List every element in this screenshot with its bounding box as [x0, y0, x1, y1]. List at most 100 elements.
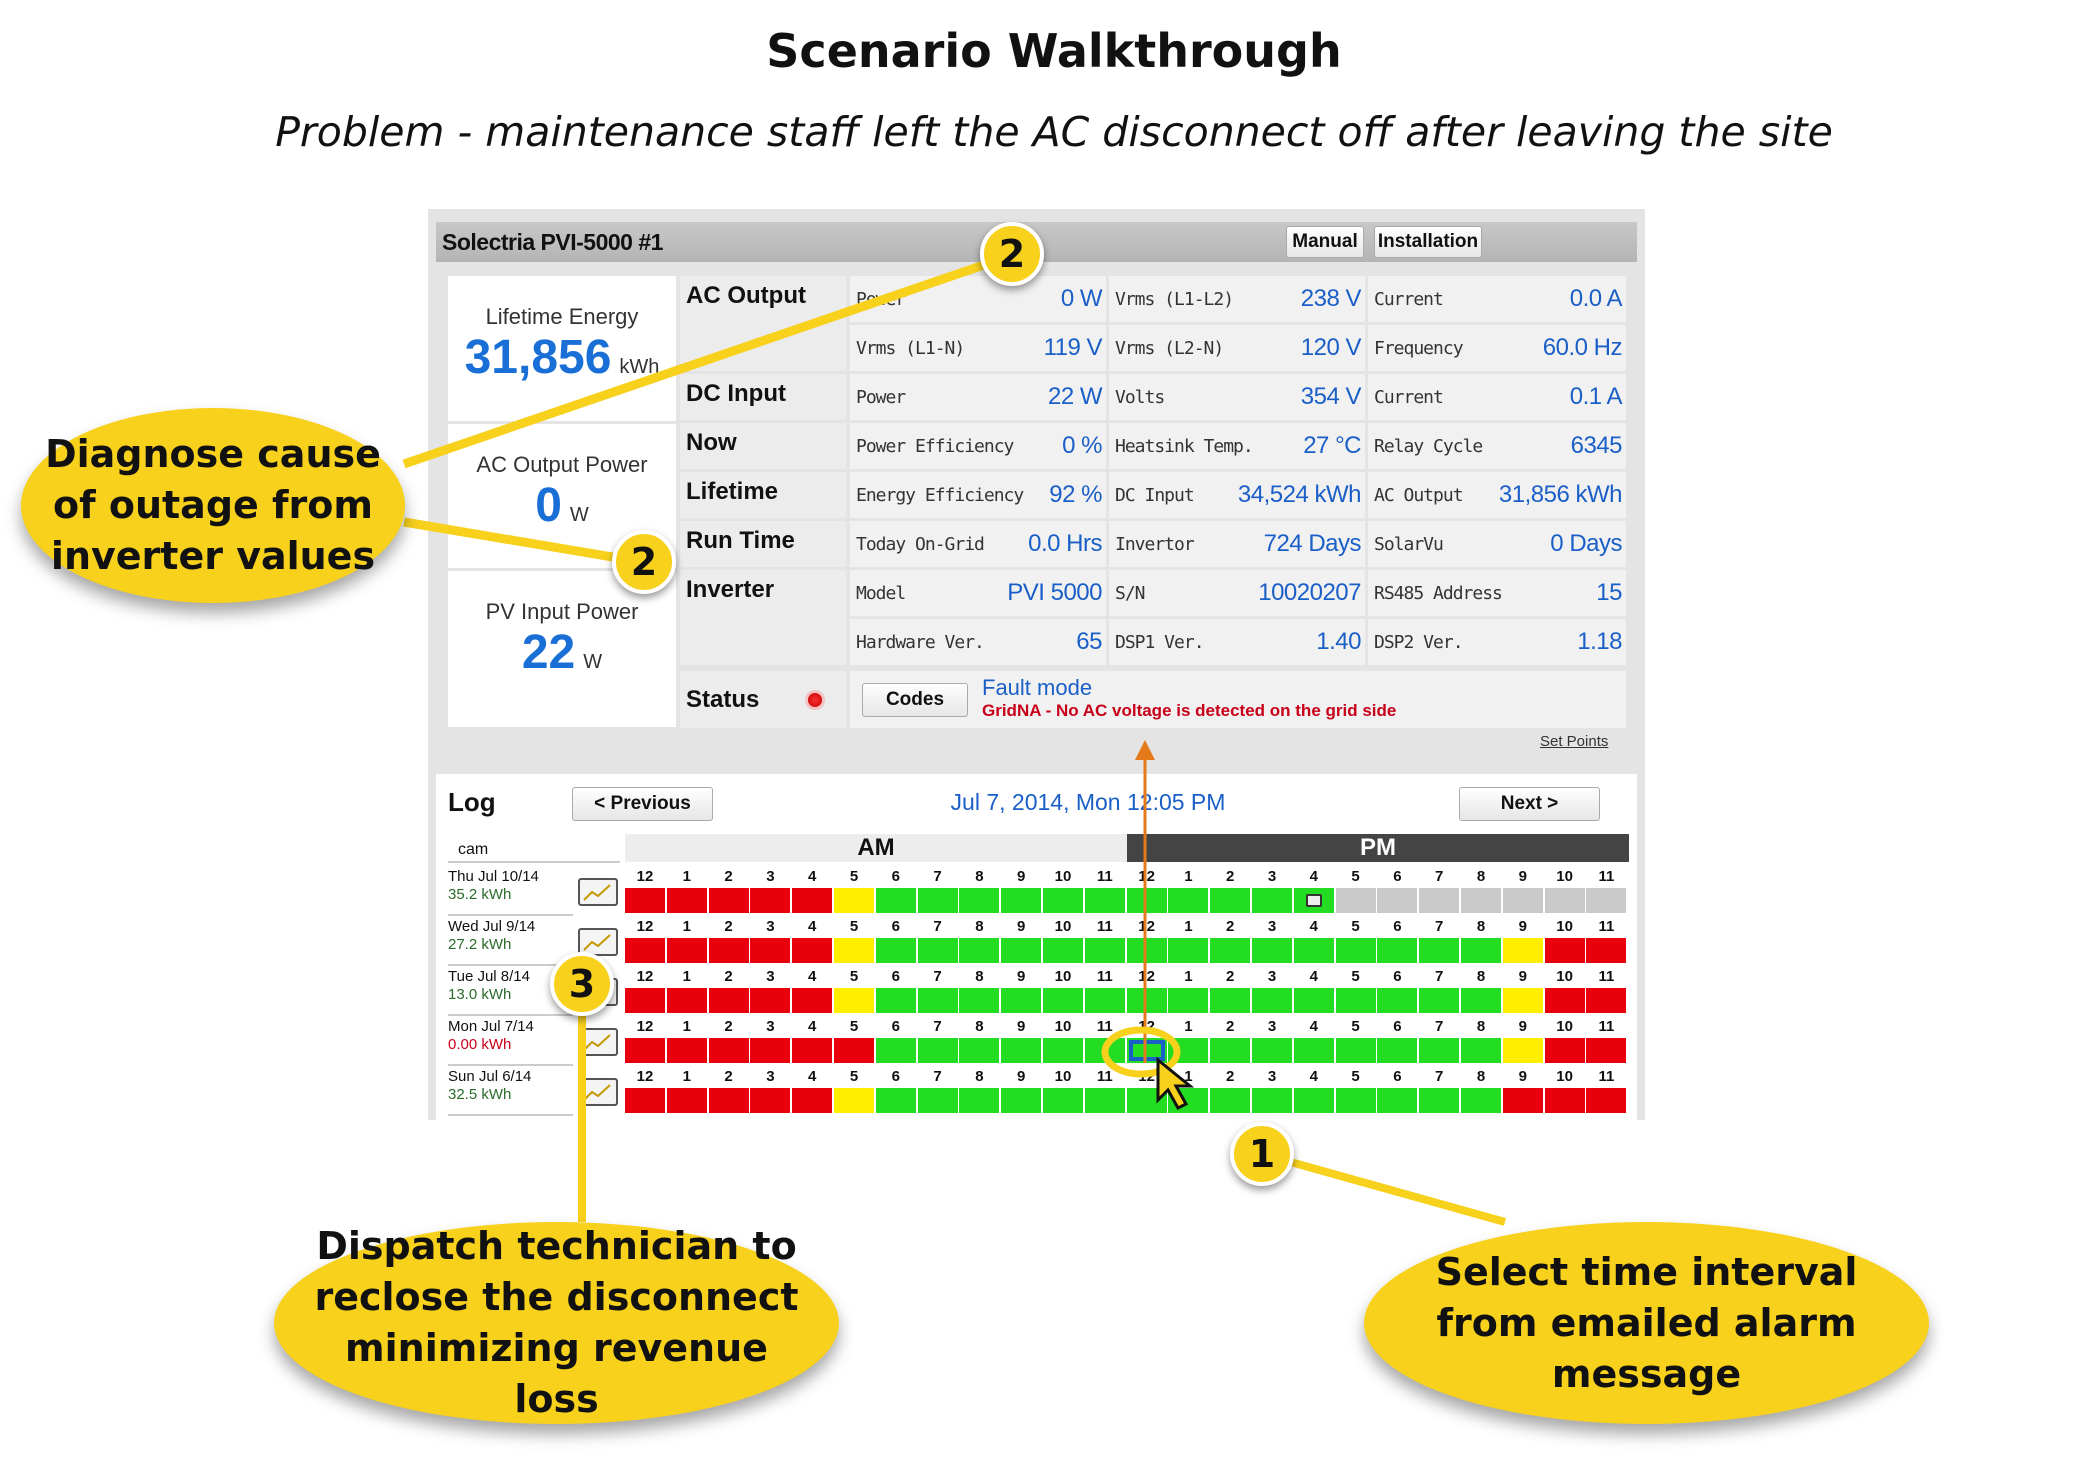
interval-cell[interactable] [1126, 888, 1167, 913]
interval-cell[interactable] [1168, 938, 1209, 963]
interval-cell[interactable] [1586, 1088, 1627, 1113]
interval-cell[interactable] [1586, 888, 1627, 913]
interval-cell[interactable] [834, 888, 874, 913]
interval-cell[interactable] [1043, 1038, 1083, 1063]
interval-cell[interactable] [959, 888, 1000, 913]
interval-cell[interactable] [1544, 938, 1585, 963]
interval-cell[interactable] [1461, 1088, 1501, 1113]
interval-cell[interactable] [1461, 888, 1501, 913]
interval-cell[interactable] [1377, 1038, 1418, 1063]
interval-cell[interactable] [1084, 1088, 1125, 1113]
interval-cell[interactable] [1502, 988, 1543, 1013]
interval-cell[interactable] [917, 988, 958, 1013]
set-points-link[interactable]: Set Points [1540, 733, 1609, 750]
interval-cell[interactable] [1335, 988, 1376, 1013]
interval-cell[interactable] [1544, 888, 1585, 913]
interval-cell[interactable] [1084, 888, 1125, 913]
interval-cell[interactable] [792, 938, 833, 963]
interval-cell[interactable] [750, 888, 791, 913]
interval-cell[interactable] [1419, 1088, 1460, 1113]
interval-cell[interactable] [875, 888, 916, 913]
interval-cell[interactable] [750, 988, 791, 1013]
interval-cell[interactable] [625, 938, 665, 963]
interval-cell[interactable] [1586, 1038, 1627, 1063]
interval-cell[interactable] [1293, 938, 1334, 963]
interval-cell[interactable] [1168, 888, 1209, 913]
interval-cell[interactable] [625, 1038, 665, 1063]
interval-cell[interactable] [1419, 888, 1460, 913]
interval-cell[interactable] [708, 1038, 749, 1063]
interval-cell[interactable] [1461, 1038, 1501, 1063]
interval-cell[interactable] [1210, 888, 1251, 913]
interval-cell[interactable] [1252, 938, 1292, 963]
interval-cell[interactable] [959, 988, 1000, 1013]
manual-button[interactable]: Manual [1286, 226, 1364, 258]
codes-button[interactable]: Codes [862, 683, 968, 717]
interval-cell[interactable] [834, 1088, 874, 1113]
interval-cell[interactable] [1335, 1088, 1376, 1113]
interval-cell[interactable] [917, 888, 958, 913]
interval-cell[interactable] [1126, 938, 1167, 963]
interval-cell[interactable] [708, 888, 749, 913]
interval-cell[interactable] [1293, 988, 1334, 1013]
interval-cell[interactable] [1461, 938, 1501, 963]
interval-cell[interactable] [1502, 1038, 1543, 1063]
interval-cell[interactable] [917, 1088, 958, 1113]
interval-cell[interactable] [1168, 988, 1209, 1013]
previous-button[interactable]: < Previous [572, 787, 713, 821]
interval-cell[interactable] [959, 1088, 1000, 1113]
interval-cell[interactable] [625, 888, 665, 913]
interval-cell[interactable] [1335, 1038, 1376, 1063]
interval-cell[interactable] [834, 1038, 874, 1063]
interval-cell[interactable] [792, 1088, 833, 1113]
interval-cell[interactable] [1001, 888, 1042, 913]
interval-cell[interactable] [750, 938, 791, 963]
interval-cell[interactable] [1461, 988, 1501, 1013]
interval-cell[interactable] [750, 1038, 791, 1063]
interval-cell[interactable] [1419, 938, 1460, 963]
interval-cell[interactable] [1252, 988, 1292, 1013]
interval-cell[interactable] [1001, 938, 1042, 963]
interval-cell[interactable] [792, 1038, 833, 1063]
interval-cell[interactable] [1293, 888, 1334, 913]
interval-cell[interactable] [1335, 888, 1376, 913]
interval-cell[interactable] [1377, 888, 1418, 913]
interval-cell[interactable] [792, 888, 833, 913]
interval-cell[interactable] [1084, 938, 1125, 963]
installation-button[interactable]: Installation [1374, 226, 1482, 258]
interval-cell[interactable] [834, 938, 874, 963]
interval-cell[interactable] [666, 1088, 707, 1113]
interval-cell[interactable] [666, 888, 707, 913]
interval-cell[interactable] [1419, 988, 1460, 1013]
interval-cell[interactable] [875, 1088, 916, 1113]
interval-cell[interactable] [1084, 988, 1125, 1013]
interval-cell[interactable] [1001, 1088, 1042, 1113]
interval-cell[interactable] [1001, 1038, 1042, 1063]
interval-cell[interactable] [1377, 1088, 1418, 1113]
interval-cell[interactable] [1252, 1038, 1292, 1063]
interval-cell[interactable] [1126, 988, 1167, 1013]
interval-cell[interactable] [1210, 1038, 1251, 1063]
interval-cell[interactable] [875, 988, 916, 1013]
interval-cell[interactable] [1377, 938, 1418, 963]
interval-cell[interactable] [917, 1038, 958, 1063]
interval-cell[interactable] [1252, 1088, 1292, 1113]
interval-cell[interactable] [917, 938, 958, 963]
interval-cell[interactable] [1043, 938, 1083, 963]
interval-cell[interactable] [1419, 1038, 1460, 1063]
interval-cell[interactable] [625, 1088, 665, 1113]
interval-cell[interactable] [959, 938, 1000, 963]
interval-cell[interactable] [1001, 988, 1042, 1013]
interval-cell[interactable] [1293, 1088, 1334, 1113]
interval-cell[interactable] [1586, 938, 1627, 963]
interval-cell[interactable] [1544, 1088, 1585, 1113]
interval-cell[interactable] [1210, 938, 1251, 963]
chart-icon[interactable] [578, 878, 618, 906]
interval-cell[interactable] [1502, 938, 1543, 963]
interval-cell[interactable] [875, 938, 916, 963]
interval-cell[interactable] [792, 988, 833, 1013]
interval-cell[interactable] [1210, 1088, 1251, 1113]
chart-icon[interactable] [578, 928, 618, 956]
interval-cell[interactable] [1335, 938, 1376, 963]
interval-cell[interactable] [708, 1088, 749, 1113]
